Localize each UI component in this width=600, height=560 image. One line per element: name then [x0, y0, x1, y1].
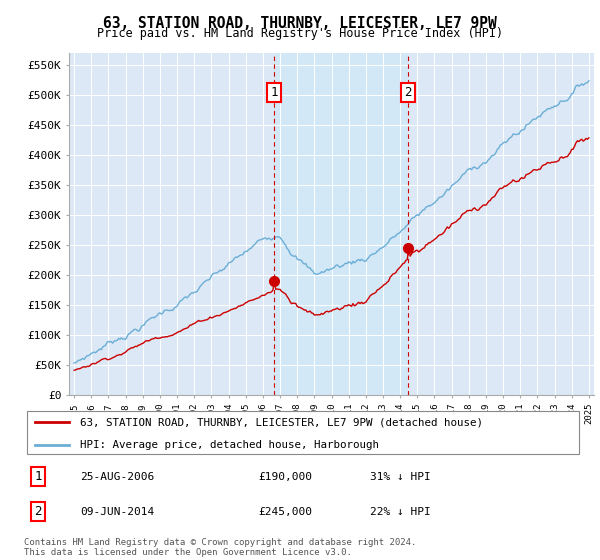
Text: 1: 1	[34, 470, 42, 483]
Text: 25-AUG-2006: 25-AUG-2006	[80, 472, 154, 482]
Bar	[274, 53, 407, 395]
Text: 22% ↓ HPI: 22% ↓ HPI	[370, 507, 431, 517]
Text: Price paid vs. HM Land Registry's House Price Index (HPI): Price paid vs. HM Land Registry's House …	[97, 27, 503, 40]
Text: 1: 1	[270, 86, 278, 99]
Text: 63, STATION ROAD, THURNBY, LEICESTER, LE7 9PW (detached house): 63, STATION ROAD, THURNBY, LEICESTER, LE…	[80, 417, 483, 427]
Text: 09-JUN-2014: 09-JUN-2014	[80, 507, 154, 517]
FancyBboxPatch shape	[27, 411, 579, 454]
Text: HPI: Average price, detached house, Harborough: HPI: Average price, detached house, Harb…	[80, 440, 379, 450]
Text: 31% ↓ HPI: 31% ↓ HPI	[370, 472, 431, 482]
Text: £245,000: £245,000	[259, 507, 313, 517]
Text: £190,000: £190,000	[259, 472, 313, 482]
Text: 2: 2	[34, 505, 42, 518]
Text: Contains HM Land Registry data © Crown copyright and database right 2024.
This d: Contains HM Land Registry data © Crown c…	[24, 538, 416, 557]
Text: 63, STATION ROAD, THURNBY, LEICESTER, LE7 9PW: 63, STATION ROAD, THURNBY, LEICESTER, LE…	[103, 16, 497, 31]
Text: 2: 2	[404, 86, 412, 99]
